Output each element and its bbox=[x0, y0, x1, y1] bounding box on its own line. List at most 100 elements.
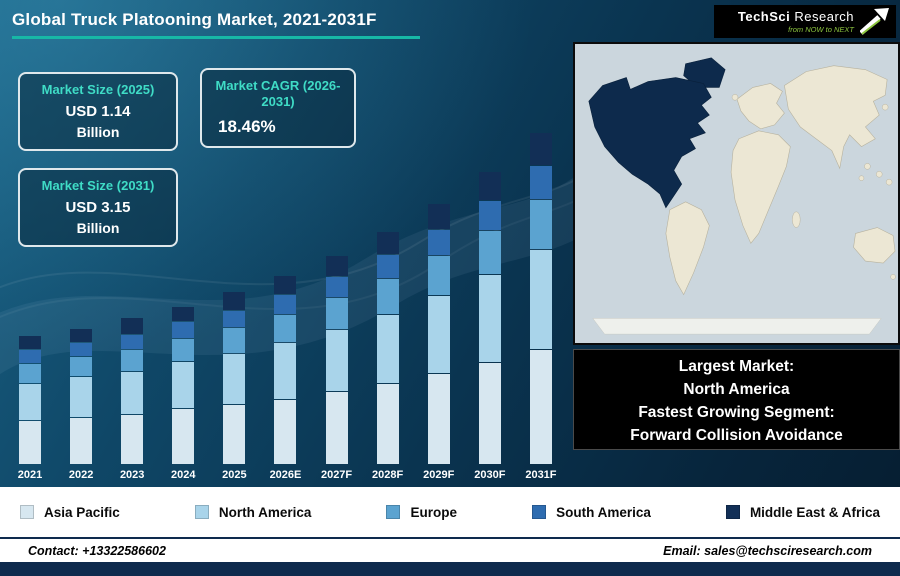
stat-value: USD 1.14 bbox=[65, 103, 131, 120]
legend-swatch bbox=[20, 505, 34, 519]
bar-2023: 2023 bbox=[114, 318, 150, 481]
bar-2029F: 2029F bbox=[421, 204, 457, 481]
legend-swatch bbox=[725, 505, 740, 519]
bar-stack bbox=[478, 172, 501, 464]
bar-2025: 2025 bbox=[216, 292, 252, 481]
bar-segment-middle-east-africa bbox=[223, 292, 246, 310]
bar-segment-south-america bbox=[70, 343, 93, 356]
map-asia bbox=[784, 65, 888, 170]
stat-label: Market Size (2031) bbox=[41, 178, 155, 193]
bar-stack bbox=[376, 232, 399, 464]
bar-segment-north-america bbox=[121, 372, 144, 414]
map-south-america bbox=[665, 201, 710, 296]
bar-segment-middle-east-africa bbox=[478, 172, 501, 200]
bar-segment-middle-east-africa bbox=[529, 133, 552, 165]
bar-segment-europe bbox=[172, 339, 195, 361]
bar-segment-north-america bbox=[376, 315, 399, 383]
bar-2024: 2024 bbox=[165, 307, 201, 481]
bar-segment-asia-pacific bbox=[70, 418, 93, 464]
stat-label: Market Size (2025) bbox=[41, 82, 155, 97]
techsci-logo: TechSci Research from NOW to NEXT bbox=[714, 5, 896, 38]
arrow-icon bbox=[860, 8, 889, 35]
bar-segment-europe bbox=[529, 200, 552, 249]
x-axis-label: 2021 bbox=[17, 469, 43, 481]
legend-swatch bbox=[532, 505, 547, 519]
stat-market-cagr: Market CAGR (2026-2031) 18.46% bbox=[200, 68, 356, 148]
bar-segment-asia-pacific bbox=[529, 350, 552, 464]
bar-segment-middle-east-africa bbox=[376, 232, 399, 254]
map-europe bbox=[736, 83, 785, 130]
chart-legend: Asia Pacific North America Europe South Ame… bbox=[0, 487, 900, 537]
bar-2030F: 2030F bbox=[472, 172, 508, 481]
legend-label: South America bbox=[556, 504, 651, 520]
bar-segment-south-america bbox=[376, 255, 399, 278]
bar-segment-south-america bbox=[478, 201, 501, 230]
x-axis-label: 2028F bbox=[372, 469, 404, 481]
bar-segment-south-america bbox=[19, 350, 41, 363]
bar-segment-north-america bbox=[427, 296, 450, 373]
bar-stack bbox=[427, 204, 450, 464]
map-australia bbox=[853, 227, 896, 264]
page-title: Global Truck Platooning Market, 2021-203… bbox=[12, 10, 420, 39]
highlight-box: Largest Market: North America Fastest Gr… bbox=[573, 349, 900, 450]
contact-text: Contact: +13322586602 bbox=[28, 543, 166, 558]
bar-segment-south-america bbox=[529, 166, 552, 199]
x-axis-label: 2030F bbox=[474, 469, 506, 481]
footer: Contact: +13322586602 Email: sales@techs… bbox=[0, 537, 900, 562]
bar-segment-middle-east-africa bbox=[427, 204, 450, 229]
map-antarctica bbox=[592, 318, 882, 335]
bar-segment-europe bbox=[274, 315, 297, 342]
legend-label: Asia Pacific bbox=[44, 504, 120, 520]
bar-segment-north-america bbox=[478, 275, 501, 362]
bar-stack bbox=[223, 292, 246, 464]
bar-2027F: 2027F bbox=[319, 256, 355, 481]
bar-segment-asia-pacific bbox=[274, 400, 297, 464]
stat-label: Market CAGR (2026-2031) bbox=[215, 78, 341, 109]
bar-stack bbox=[274, 276, 297, 464]
bar-stack bbox=[325, 256, 348, 464]
stat-value: USD 3.15 bbox=[65, 199, 131, 216]
bar-segment-asia-pacific bbox=[325, 392, 348, 464]
bar-segment-europe bbox=[325, 298, 348, 329]
bar-segment-asia-pacific bbox=[19, 421, 41, 464]
legend-label: Middle East & Africa bbox=[749, 504, 880, 520]
bar-segment-north-america bbox=[19, 384, 41, 420]
bottom-bar bbox=[0, 562, 900, 576]
legend-item-europe: Europe bbox=[386, 505, 457, 520]
stat-unit: Billion bbox=[76, 220, 120, 236]
bar-segment-europe bbox=[70, 357, 93, 376]
chart-panel: Market Size (2025) USD 1.14 Billion Mark… bbox=[0, 42, 573, 487]
bar-segment-south-america bbox=[223, 311, 246, 327]
email-text: Email: sales@techsciresearch.com bbox=[663, 543, 872, 558]
x-axis-label: 2025 bbox=[222, 469, 247, 481]
bar-segment-europe bbox=[376, 279, 399, 314]
highlight-line-3: Fastest Growing Segment: bbox=[638, 404, 835, 421]
map-north-america bbox=[588, 77, 712, 209]
x-axis-label: 2026E bbox=[269, 469, 302, 481]
map-greenland bbox=[683, 57, 726, 88]
bar-segment-asia-pacific bbox=[172, 409, 195, 464]
bar-2031F: 2031F bbox=[523, 133, 559, 481]
logo-brand: TechSci Research bbox=[738, 9, 854, 24]
highlight-line-4: Forward Collision Avoidance bbox=[630, 427, 843, 444]
legend-item-asia-pacific: Asia Pacific bbox=[20, 505, 120, 520]
bar-2022: 2022 bbox=[63, 329, 99, 481]
stat-unit: Billion bbox=[76, 124, 120, 140]
logo-text: TechSci Research from NOW to NEXT bbox=[738, 9, 854, 34]
bar-stack bbox=[19, 336, 41, 464]
world-map bbox=[573, 42, 900, 345]
bar-segment-asia-pacific bbox=[376, 384, 399, 464]
bar-segment-north-america bbox=[274, 343, 297, 399]
highlight-line-1: Largest Market: bbox=[678, 358, 795, 375]
bar-segment-europe bbox=[427, 256, 450, 295]
bar-segment-middle-east-africa bbox=[19, 336, 41, 349]
bar-segment-south-america bbox=[121, 335, 144, 349]
legend-swatch bbox=[194, 505, 209, 519]
legend-item-north-america: North America bbox=[194, 504, 312, 520]
world-map-graphic bbox=[575, 44, 898, 343]
bar-segment-europe bbox=[121, 350, 144, 371]
x-axis-label: 2023 bbox=[119, 469, 145, 481]
bar-segment-south-america bbox=[427, 230, 450, 255]
legend-label: North America bbox=[218, 504, 312, 520]
